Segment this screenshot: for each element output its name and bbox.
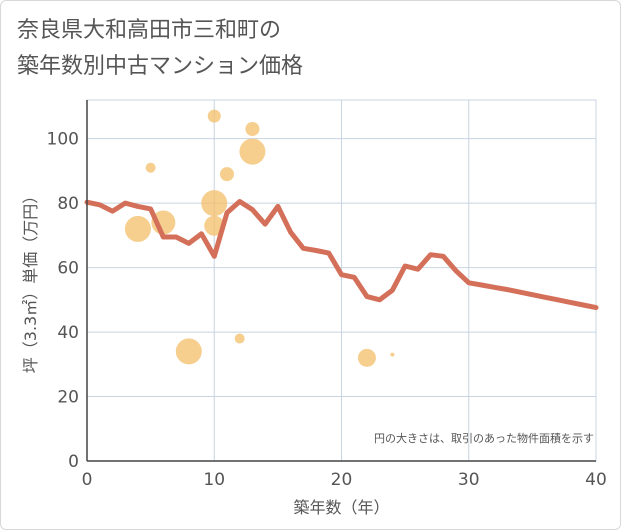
transaction-bubble bbox=[124, 215, 151, 242]
transaction-bubble bbox=[219, 167, 234, 182]
x-axis-title: 築年数（年） bbox=[293, 498, 389, 517]
transaction-bubble bbox=[390, 352, 395, 357]
y-tick-label: 0 bbox=[68, 452, 79, 472]
y-tick-label: 100 bbox=[47, 130, 79, 150]
grid-lines bbox=[86, 99, 597, 462]
x-tick-label: 40 bbox=[585, 470, 607, 490]
transaction-bubble bbox=[175, 338, 202, 365]
axes: 0 10 20 30 40 0 20 40 60 80 100 bbox=[47, 100, 607, 490]
chart-title: 奈良県大和高田市三和町の 築年数別中古マンション価格 bbox=[17, 13, 303, 85]
y-tick-label: 60 bbox=[57, 259, 79, 279]
bubble-size-note: 円の大きさは、取引のあった物件面積を示す bbox=[374, 431, 594, 445]
x-tick-label: 30 bbox=[458, 470, 480, 490]
chart-title-line2: 築年数別中古マンション価格 bbox=[17, 54, 304, 79]
transaction-bubble bbox=[201, 190, 228, 217]
transaction-bubble bbox=[239, 138, 266, 165]
y-axis-title: 坪（3.3㎡）単価（万円） bbox=[21, 188, 40, 373]
average-price-polyline bbox=[84, 199, 599, 311]
average-price-line bbox=[84, 199, 599, 311]
transaction-bubble bbox=[357, 348, 376, 367]
chart-title-line1: 奈良県大和高田市三和町の bbox=[17, 18, 282, 43]
x-tick-label: 0 bbox=[82, 470, 93, 490]
transaction-bubble bbox=[245, 122, 260, 137]
transaction-bubble bbox=[234, 333, 245, 344]
y-tick-label: 20 bbox=[57, 388, 79, 408]
y-tick-label: 80 bbox=[57, 194, 79, 214]
y-tick-label: 40 bbox=[57, 323, 79, 343]
x-tick-label: 20 bbox=[331, 470, 353, 490]
transaction-bubble bbox=[145, 162, 156, 173]
transaction-bubbles bbox=[124, 109, 395, 367]
transaction-bubble bbox=[207, 109, 221, 123]
x-tick-label: 10 bbox=[203, 470, 225, 490]
